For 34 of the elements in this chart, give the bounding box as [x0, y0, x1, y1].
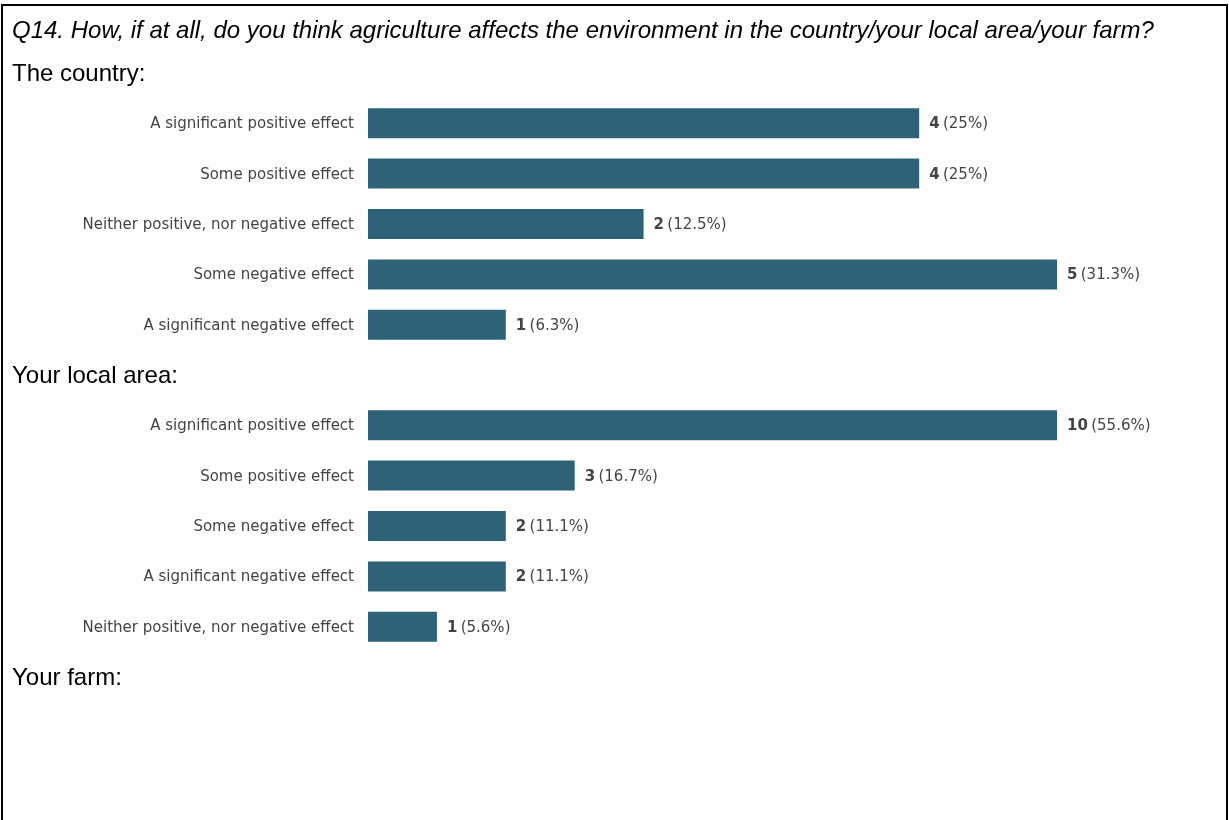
chart-title: Q14. How, if at all, do you think agriculture affects the environment in the country/your local area/your farm? — [12, 15, 1155, 45]
data-label: 2 (11.1%) — [515, 567, 589, 586]
bar — [368, 209, 644, 239]
bar — [368, 309, 506, 340]
y-tick-label: A significant positive effect — [150, 416, 355, 435]
data-label: 2 (11.1%) — [515, 517, 589, 535]
bar — [368, 611, 437, 642]
data-label: 4 (25%) — [929, 164, 989, 183]
y-tick-label: Some positive effect — [200, 466, 355, 485]
y-tick-label: Neither positive, nor negative effect — [82, 215, 355, 233]
data-label: 5 (31.3%) — [1067, 265, 1141, 284]
y-tick-label: Some negative effect — [193, 517, 355, 535]
text: Your farm: — [12, 662, 123, 692]
data-label: 1 (6.3%) — [515, 315, 580, 334]
bar — [368, 108, 920, 139]
bar — [368, 460, 575, 491]
data-label: 10 (55.6%) — [1067, 416, 1151, 435]
y-tick-label: Some negative effect — [193, 265, 355, 284]
bar — [368, 561, 506, 592]
data-label: 4 (25%) — [929, 114, 989, 133]
data-label: 2 (12.5%) — [653, 215, 727, 233]
bar — [368, 259, 1057, 290]
bar — [368, 410, 1057, 441]
y-tick-label: Neither positive, nor negative effect — [82, 617, 355, 636]
y-tick-label: A significant negative effect — [143, 567, 355, 586]
data-label: 3 (16.7%) — [584, 466, 658, 485]
y-tick-label: A significant positive effect — [150, 114, 355, 133]
text: The country: — [12, 58, 147, 88]
y-tick-label: Some positive effect — [200, 164, 355, 183]
data-label: 1 (5.6%) — [446, 617, 511, 636]
text: Your local area: — [12, 360, 179, 390]
y-tick-label: A significant negative effect — [143, 315, 355, 334]
bar — [368, 158, 920, 189]
bar — [368, 511, 506, 541]
